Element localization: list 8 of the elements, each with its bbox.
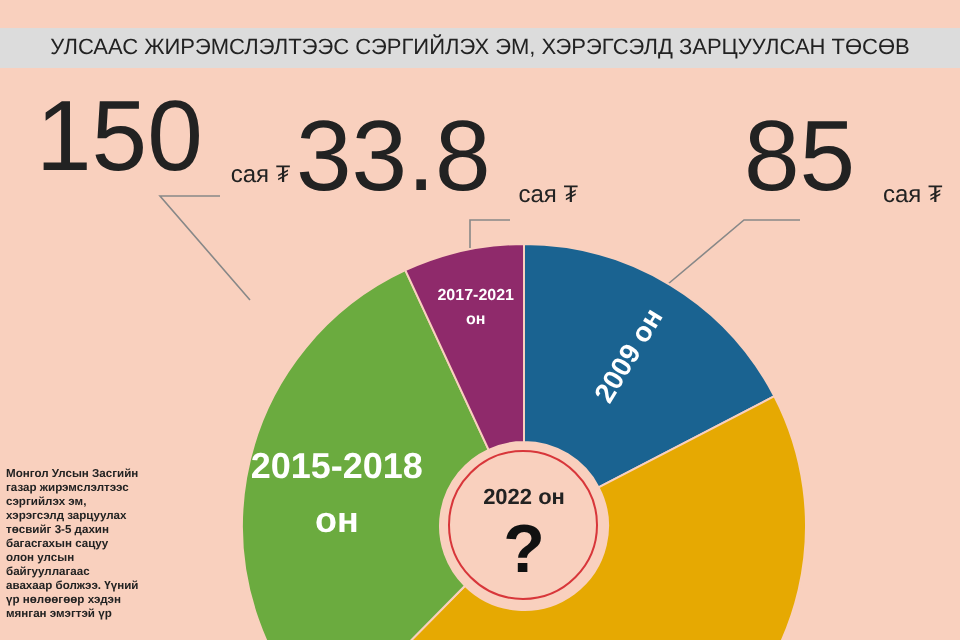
text: 2022 он — [483, 486, 565, 510]
slice-label: 2015-2018 он — [250, 446, 423, 541]
data-label: 150 сая ₮ — [36, 80, 292, 192]
data-label: 33.8 сая ₮ — [296, 100, 580, 212]
slice-label: 2017-2021 он — [437, 286, 516, 329]
text: ? — [503, 512, 545, 588]
chart-title: УЛСААС ЖИРЭМСЛЭЛТЭЭС СЭРГИЙЛЭХ ЭМ, ХЭРЭГСЭЛД ЗАРЦУУЛСАН ТӨСӨВ — [50, 34, 910, 60]
data-label: 85 сая ₮ — [744, 100, 945, 212]
